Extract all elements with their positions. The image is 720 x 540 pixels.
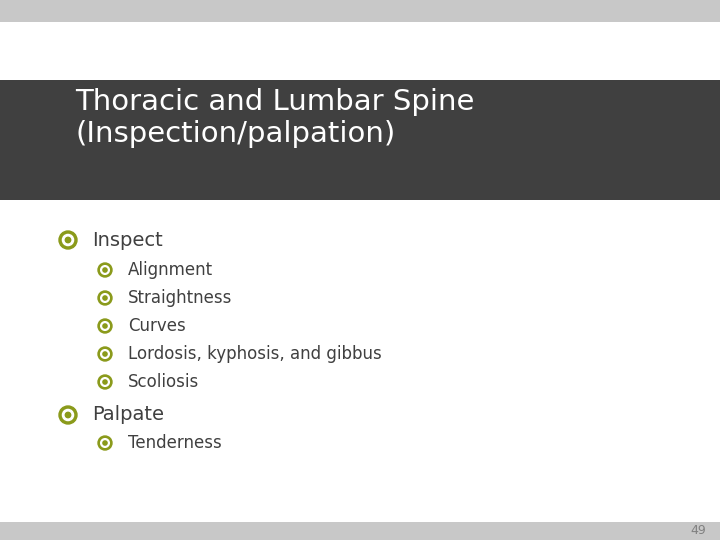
Circle shape (63, 234, 73, 246)
Text: Curves: Curves (128, 317, 186, 335)
Circle shape (98, 347, 112, 361)
Circle shape (101, 438, 109, 447)
Circle shape (101, 377, 109, 386)
FancyBboxPatch shape (0, 0, 720, 22)
Circle shape (103, 441, 107, 445)
Text: Straightness: Straightness (128, 289, 233, 307)
FancyBboxPatch shape (0, 522, 720, 540)
Circle shape (103, 324, 107, 328)
Text: Alignment: Alignment (128, 261, 213, 279)
Circle shape (98, 375, 112, 389)
Text: Palpate: Palpate (92, 406, 164, 424)
Circle shape (103, 268, 107, 272)
Circle shape (66, 237, 71, 242)
Circle shape (98, 263, 112, 277)
Circle shape (101, 322, 109, 330)
Circle shape (59, 406, 77, 424)
Text: 49: 49 (690, 524, 706, 537)
Text: (Inspection/palpation): (Inspection/palpation) (75, 120, 395, 148)
Text: Inspect: Inspect (92, 231, 163, 249)
Circle shape (66, 413, 71, 418)
Circle shape (63, 409, 73, 421)
Circle shape (103, 296, 107, 300)
Circle shape (101, 294, 109, 302)
Circle shape (101, 266, 109, 274)
Circle shape (98, 319, 112, 333)
Circle shape (101, 350, 109, 359)
Circle shape (98, 291, 112, 305)
Text: Lordosis, kyphosis, and gibbus: Lordosis, kyphosis, and gibbus (128, 345, 382, 363)
Text: Scoliosis: Scoliosis (128, 373, 199, 391)
Text: Tenderness: Tenderness (128, 434, 222, 452)
Circle shape (98, 436, 112, 450)
Circle shape (59, 231, 77, 249)
FancyBboxPatch shape (0, 80, 720, 200)
Circle shape (103, 352, 107, 356)
Text: Thoracic and Lumbar Spine: Thoracic and Lumbar Spine (75, 88, 474, 116)
Circle shape (103, 380, 107, 384)
